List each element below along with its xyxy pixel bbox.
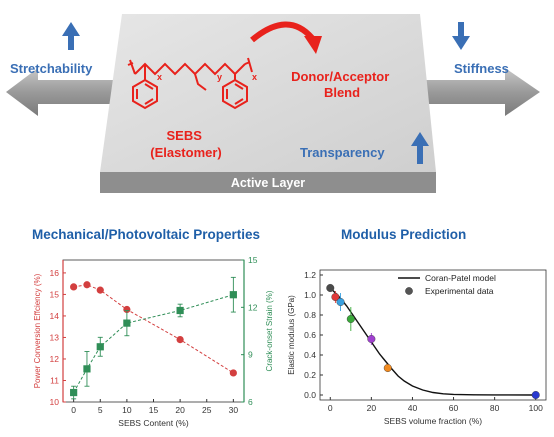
stiffness-label: Stiffness: [454, 61, 509, 76]
y-left-axis-label: Power Conversion Effciency (%): [33, 273, 42, 388]
left-arrow: [6, 68, 118, 116]
curved-arrow-head: [304, 36, 322, 54]
y-right-tick-label: 6: [248, 397, 253, 407]
modulus-point: [331, 293, 340, 302]
layer-front-face: [100, 172, 436, 193]
active-layer-label: Active Layer: [231, 176, 305, 190]
sebs-chemical-structure-icon: [127, 57, 253, 110]
pce-point: [123, 305, 131, 314]
modulus-point: [367, 334, 376, 343]
transparency-up-arrow-icon: [411, 132, 429, 164]
y-tick-label: 0.6: [304, 330, 316, 340]
x-tick-label: 100: [529, 403, 543, 413]
strain-point: [229, 291, 237, 299]
modulus-point: [531, 390, 540, 399]
y-tick-label: 1.2: [304, 270, 316, 280]
y-left-tick-label: 13: [50, 332, 60, 342]
pce-point: [96, 286, 104, 294]
pce-series-line: [73, 284, 234, 374]
y-tick-label: 0.2: [304, 370, 316, 380]
y-right-axis-label: Crack-onset Strain (%): [265, 290, 274, 371]
donor-acceptor-label: Donor/Acceptor Blend: [291, 69, 393, 100]
subscript-x-1: x: [157, 72, 162, 82]
plot-frame: [62, 259, 245, 403]
y-axis-label: Elastic modulus (GPa): [287, 295, 296, 375]
active-layer-schematic: Active Layer Stretchability Stiffness Tr…: [6, 14, 540, 193]
y-right-tick-label: 9: [248, 350, 253, 360]
x-tick-label: 5: [98, 405, 103, 415]
pce-point: [83, 281, 91, 289]
stretchability-label: Stretchability: [10, 61, 93, 76]
subscript-x-2: x: [252, 72, 257, 82]
pce-strain-chart: 0 5 10 15 20 25 30 10 11 12 13 14 15 16 6 9 12 15 SEBS Con…: [33, 255, 274, 428]
x-tick-label: 80: [490, 403, 500, 413]
strain-point: [96, 343, 104, 351]
y-left-tick-label: 12: [50, 354, 60, 364]
y-left-tick-label: 16: [50, 268, 60, 278]
strain-point: [70, 388, 78, 397]
subscript-y: y: [217, 72, 222, 82]
y-left-tick-label: 14: [50, 311, 60, 321]
curved-red-arrow-icon: [250, 21, 315, 43]
transparency-label: Transparency: [300, 145, 385, 160]
x-tick-label: 0: [71, 405, 76, 415]
x-tick-label: 25: [202, 405, 212, 415]
pce-point: [229, 369, 237, 377]
x-tick-label: 20: [175, 405, 185, 415]
y-left-tick-label: 15: [50, 289, 60, 299]
legend-model-label: Coran-Patel model: [425, 273, 496, 283]
modulus-point: [346, 315, 355, 324]
sebs-label: SEBS (Elastomer): [150, 128, 222, 160]
x-axis-label: SEBS volume fraction (%): [384, 416, 482, 426]
pce-point: [70, 283, 78, 291]
x-tick-label: 15: [149, 405, 159, 415]
stretchability-up-arrow-icon: [62, 22, 80, 50]
y-tick-label: 0.8: [304, 310, 316, 320]
strain-point: [123, 319, 131, 327]
modulus-point: [383, 363, 392, 372]
stiffness-down-arrow-icon: [452, 22, 470, 50]
pce-point: [176, 336, 184, 344]
modulus-point: [326, 284, 335, 293]
coran-patel-curve: [329, 287, 536, 396]
layer-top-face: [100, 14, 436, 172]
strain-point: [83, 365, 91, 373]
x-tick-label: 60: [449, 403, 459, 413]
x-tick-label: 0: [328, 403, 333, 413]
x-tick-label: 40: [408, 403, 418, 413]
y-tick-label: 1.0: [304, 290, 316, 300]
modulus-point: [336, 298, 345, 307]
right-arrow: [425, 68, 540, 116]
x-tick-label: 10: [122, 405, 132, 415]
x-tick-label: 30: [229, 405, 239, 415]
y-tick-label: 0.0: [304, 390, 316, 400]
y-right-tick-label: 15: [248, 255, 258, 265]
heading-mech-photovoltaic: Mechanical/Photovoltaic Properties: [32, 227, 261, 242]
legend-experimental-label: Experimental data: [425, 286, 494, 296]
x-tick-label: 20: [367, 403, 377, 413]
y-right-tick-label: 12: [248, 302, 258, 312]
legend-point-swatch: [405, 287, 413, 295]
strain-series-line: [73, 294, 234, 393]
y-tick-label: 0.4: [304, 350, 316, 360]
heading-modulus-prediction: Modulus Prediction: [341, 227, 467, 242]
modulus-chart: 0 20 40 60 80 100 0.0 0.2 0.4 0.6 0.8 1.0 1.2 SEBS vo…: [287, 269, 547, 426]
strain-point: [176, 306, 184, 315]
x-axis-label: SEBS Content (%): [118, 418, 189, 428]
y-left-tick-label: 11: [50, 375, 59, 385]
y-left-tick-label: 10: [50, 397, 60, 407]
